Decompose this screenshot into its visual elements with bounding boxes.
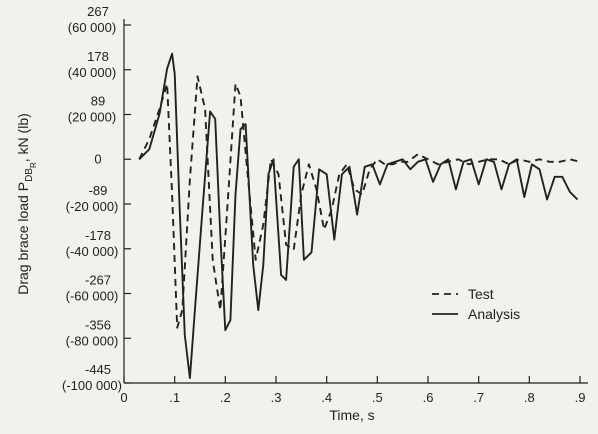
y-tick-label: -356 [85, 317, 111, 332]
x-tick-label: .1 [169, 390, 180, 405]
y-axis-label-sub2: R [29, 162, 38, 168]
y-axis-label-unit: , kN (lb) [15, 113, 31, 162]
x-axis-label: Time, s [329, 407, 374, 423]
legend-test-label: Test [468, 286, 494, 302]
x-tick-label: .3 [271, 390, 282, 405]
y-axis-label-sub1: DB [24, 168, 35, 182]
y-tick-label: 178 [87, 49, 109, 64]
y-tick-label: 267 [87, 4, 109, 19]
x-tick-label: 0 [120, 390, 127, 405]
y-axis-label-main: Drag brace load P [15, 182, 31, 295]
x-tick-label: .8 [524, 390, 535, 405]
y-tick-label-lb: (-20 000) [66, 199, 119, 214]
y-tick-label-lb: (-100 000) [62, 378, 122, 393]
x-tick-label: .6 [423, 390, 434, 405]
x-ticks: 0 .1 .2 .3 .4 .5 .6 .7 .8 .9 [120, 376, 585, 405]
y-tick-label-lb: (-80 000) [66, 333, 119, 348]
x-tick-label: .5 [372, 390, 383, 405]
x-tick-label: .2 [220, 390, 231, 405]
plot-frame [123, 19, 588, 384]
legend: Test Analysis [432, 286, 520, 322]
x-tick-label: .7 [473, 390, 484, 405]
x-tick-label: .9 [575, 390, 586, 405]
y-tick-label-lb: (-60 000) [66, 289, 119, 304]
y-tick-label: -267 [85, 273, 111, 288]
series-line-test [138, 75, 581, 329]
y-tick-label: -178 [85, 228, 111, 243]
series-layer [138, 52, 581, 379]
y-tick-label-lb: (-40 000) [66, 244, 119, 259]
y-axis-label: Drag brace load PDBR, kN (lb) [15, 113, 38, 295]
y-ticks: 267(60 000) 178(40 000) 89(20 000) 0 -89(-20… [62, 4, 131, 393]
y-tick-label: 0 [94, 151, 101, 166]
y-tick-label-lb: (20 000) [68, 110, 116, 125]
y-tick-label-lb: (60 000) [68, 20, 116, 35]
legend-analysis-label: Analysis [468, 306, 520, 322]
y-tick-label-lb: (40 000) [68, 65, 116, 80]
y-tick-label: -89 [89, 183, 108, 198]
y-tick-label: -445 [85, 362, 111, 377]
series-line-analysis [138, 52, 579, 379]
x-tick-label: .4 [321, 390, 332, 405]
y-tick-label: 89 [91, 94, 105, 109]
